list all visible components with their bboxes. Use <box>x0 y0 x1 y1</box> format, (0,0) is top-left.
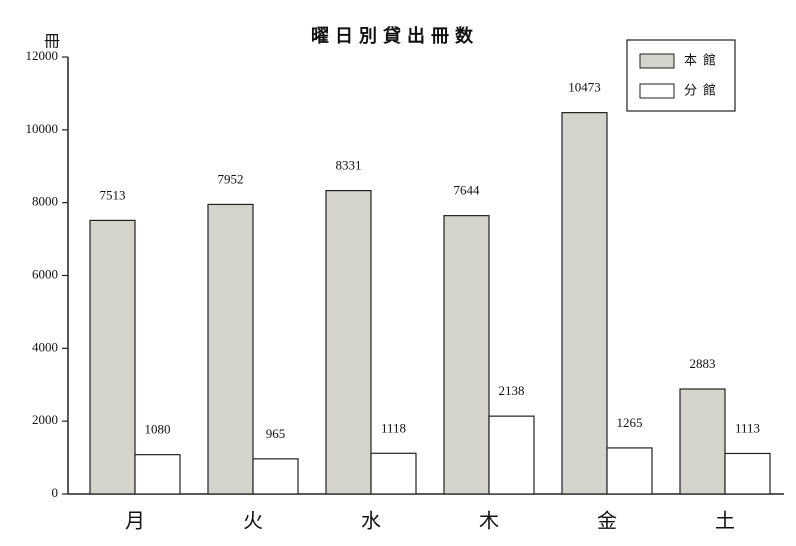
legend-swatch <box>639 83 675 99</box>
y-tick-label: 10000 <box>26 121 59 136</box>
bar <box>606 447 653 495</box>
x-tick-label: 月 <box>125 509 145 533</box>
bar <box>370 452 417 495</box>
chart-title: 曜日別貸出冊数 <box>311 25 479 47</box>
x-tick-label: 木 <box>479 509 499 533</box>
bar <box>561 112 608 495</box>
value-label: 8331 <box>336 158 362 173</box>
bar <box>679 388 726 495</box>
legend-label: 分館 <box>684 84 722 99</box>
value-label: 965 <box>266 426 286 441</box>
value-label: 2138 <box>499 383 525 398</box>
bar <box>325 190 372 495</box>
bar <box>724 452 771 495</box>
y-tick-label: 12000 <box>26 48 59 63</box>
y-axis-label: 冊 <box>44 32 60 51</box>
y-tick-label: 6000 <box>32 266 58 281</box>
value-label: 1265 <box>617 415 643 430</box>
y-tick-label: 8000 <box>32 194 58 209</box>
x-tick-label: 水 <box>361 509 381 533</box>
y-tick-label: 4000 <box>32 339 58 354</box>
value-label: 10473 <box>568 80 601 95</box>
value-label: 1113 <box>735 420 760 435</box>
bar <box>134 454 181 495</box>
y-tick-label: 0 <box>52 485 59 500</box>
value-label: 7644 <box>454 183 481 198</box>
bar <box>89 219 136 495</box>
bar <box>443 215 490 495</box>
value-label: 1118 <box>381 420 406 435</box>
bar <box>488 415 535 495</box>
value-label: 2883 <box>690 356 716 371</box>
legend-box <box>626 39 736 112</box>
bar <box>207 203 254 495</box>
legend-swatch <box>639 53 675 69</box>
legend-label: 本館 <box>684 54 722 69</box>
value-label: 7513 <box>100 187 126 202</box>
y-tick-label: 2000 <box>32 412 58 427</box>
x-tick-label: 金 <box>597 509 617 533</box>
x-tick-label: 火 <box>243 509 263 533</box>
value-label: 7952 <box>218 171 244 186</box>
value-label: 1080 <box>145 422 171 437</box>
x-tick-label: 土 <box>715 509 735 533</box>
bar <box>252 458 299 495</box>
